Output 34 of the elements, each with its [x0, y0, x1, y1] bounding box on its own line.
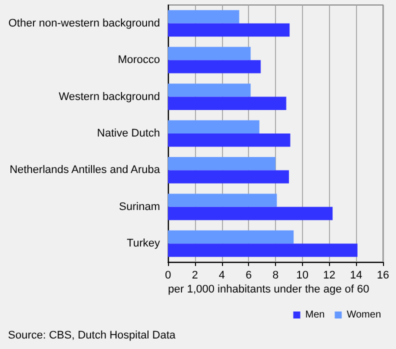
- y-tick-label: Native Dutch: [97, 128, 160, 140]
- legend-label: Women: [346, 310, 382, 320]
- bar: [168, 134, 290, 147]
- legend-label: Men: [305, 310, 325, 320]
- x-tick-label: 12: [323, 270, 336, 282]
- x-tick-label: 0: [164, 270, 172, 282]
- y-tick-label: Surinam: [119, 200, 160, 213]
- y-tick-label: Turkey: [126, 238, 160, 250]
- source-note: Source: CBS, Dutch Hospital Data: [8, 330, 176, 342]
- x-axis-title: per 1,000 inhabitants under the age of 60: [168, 284, 370, 296]
- bar: [168, 60, 261, 74]
- x-tick-label: 2: [192, 270, 198, 282]
- bar: [168, 170, 289, 184]
- y-tick-label: Morocco: [118, 54, 160, 66]
- y-tick-label: Other non-western background: [8, 17, 160, 30]
- x-tick-label: 4: [218, 270, 225, 282]
- y-tick-label: Netherlands Antilles and Aruba: [10, 164, 161, 176]
- bar: [168, 120, 260, 134]
- bar: [168, 23, 290, 37]
- bar: [168, 244, 358, 257]
- bar: [168, 206, 333, 220]
- bar: [168, 230, 294, 244]
- bar: [168, 156, 276, 170]
- bar: [168, 84, 251, 97]
- x-tick-label: 16: [376, 270, 390, 282]
- x-tick-label: 14: [350, 270, 362, 282]
- bar: [168, 10, 240, 24]
- x-tick-label: 8: [272, 270, 279, 282]
- y-tick-label: Western background: [58, 90, 160, 103]
- bar: [168, 96, 286, 110]
- bar: [168, 194, 277, 207]
- x-tick-label: 6: [246, 270, 252, 282]
- bar: [168, 46, 251, 60]
- x-tick-label: 10: [296, 270, 308, 282]
